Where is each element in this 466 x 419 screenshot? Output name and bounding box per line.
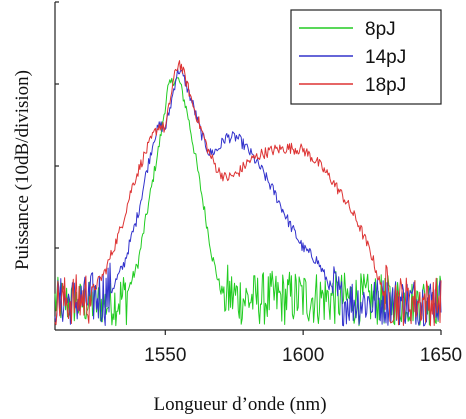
series-line-14pj: [54, 68, 442, 327]
series-line-18pj: [54, 60, 442, 327]
y-axis-title: Puissance (10dB/division): [12, 70, 33, 270]
legend-box: [290, 9, 442, 105]
legend-label-14pj: 14pJ: [365, 47, 406, 68]
legend: 8pJ 14pJ 18pJ: [290, 9, 442, 105]
series-layer: [54, 60, 442, 327]
x-axis-title: Longueur d’onde (nm): [153, 394, 326, 415]
legend-label-8pj: 8pJ: [365, 19, 396, 40]
legend-label-18pj: 18pJ: [365, 75, 406, 96]
x-tick-label: 1650: [420, 345, 462, 366]
series-line-8pj: [54, 77, 442, 327]
x-tick-label: 1550: [144, 345, 186, 366]
axis-layer: 1550 1600 1650: [55, 1, 462, 366]
x-tick-label: 1600: [282, 345, 324, 366]
